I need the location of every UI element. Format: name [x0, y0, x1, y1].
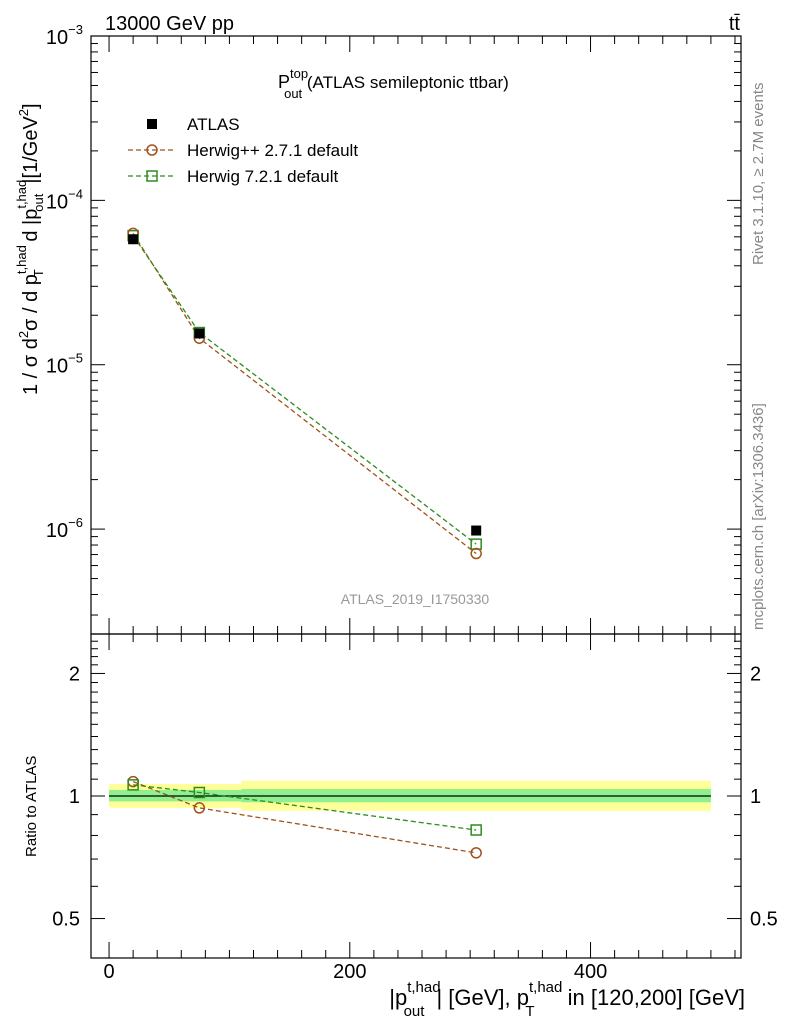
- x-tick-label: 0: [103, 961, 114, 983]
- main-point-0: [471, 525, 482, 536]
- ratio-point-2: [193, 786, 206, 799]
- legend-marker: [146, 144, 158, 156]
- main-title: Ptop out (ATLAS semileptonic ttbar): [278, 66, 509, 101]
- ratio-point-1: [193, 802, 206, 814]
- main-y-tick-label: 10−6: [46, 515, 83, 542]
- ratio-point-2: [127, 779, 139, 791]
- ratio-panel: 0 200 400 2 2 1 1 0.5 0.5: [52, 633, 778, 983]
- header-right: tt̄: [729, 13, 741, 35]
- x-tick-label: 200: [333, 961, 366, 983]
- ratio-y-tick-label: 0.5: [52, 909, 80, 931]
- legend-marker: [146, 170, 158, 182]
- legend: ATLAS Herwig++ 2.7.1 default Herwig 7.2.1 …: [128, 115, 358, 186]
- main-point-0: [128, 234, 139, 245]
- ratio-point-2: [470, 824, 482, 836]
- ratio-y-tick-label-right: 2: [750, 663, 761, 685]
- main-y-tick-label: 10−5: [46, 351, 83, 378]
- x-axis-label: |pt,had out| [GeV], pt,had T in [120,200] …: [389, 979, 745, 1020]
- main-y-axis-label: 1 / σ d2σ / d pt,had T d |pt,had out|[1/Ge…: [14, 103, 46, 395]
- main-series-line-2: [132, 235, 477, 545]
- side-text-lower: mcplots.cern.ch [arXiv:1306.3436]: [750, 403, 767, 630]
- main-point-1: [470, 547, 482, 560]
- ratio-series-line-2: [133, 784, 477, 831]
- main-y-tick-label: 10−4: [46, 186, 83, 213]
- header-left: 13000 GeV pp: [105, 13, 234, 35]
- legend-label: Herwig++ 2.7.1 default: [187, 141, 358, 160]
- ratio-y-tick-label-right: 0.5: [750, 909, 778, 931]
- legend-label: ATLAS: [187, 115, 240, 134]
- side-text-upper: Rivet 3.1.10, ≥ 2.7M events: [750, 83, 767, 266]
- x-tick-label: 400: [574, 961, 607, 983]
- main-point-0: [194, 328, 205, 339]
- ratio-y-tick-label: 2: [69, 663, 80, 685]
- legend-label: Herwig 7.2.1 default: [187, 167, 338, 186]
- main-panel: 10−3 10−4 10−5 10−6: [46, 22, 742, 635]
- analysis-watermark: ATLAS_2019_I1750330: [341, 591, 490, 607]
- legend-marker: [147, 119, 157, 129]
- ratio-point-1: [470, 847, 482, 859]
- ratio-y-axis-label: Ratio to ATLAS: [23, 756, 40, 857]
- ratio-series-line-1: [132, 780, 477, 854]
- ratio-y-tick-label: 1: [69, 786, 80, 808]
- main-y-tick-label: 10−3: [46, 22, 83, 49]
- ratio-y-tick-label-right: 1: [750, 786, 761, 808]
